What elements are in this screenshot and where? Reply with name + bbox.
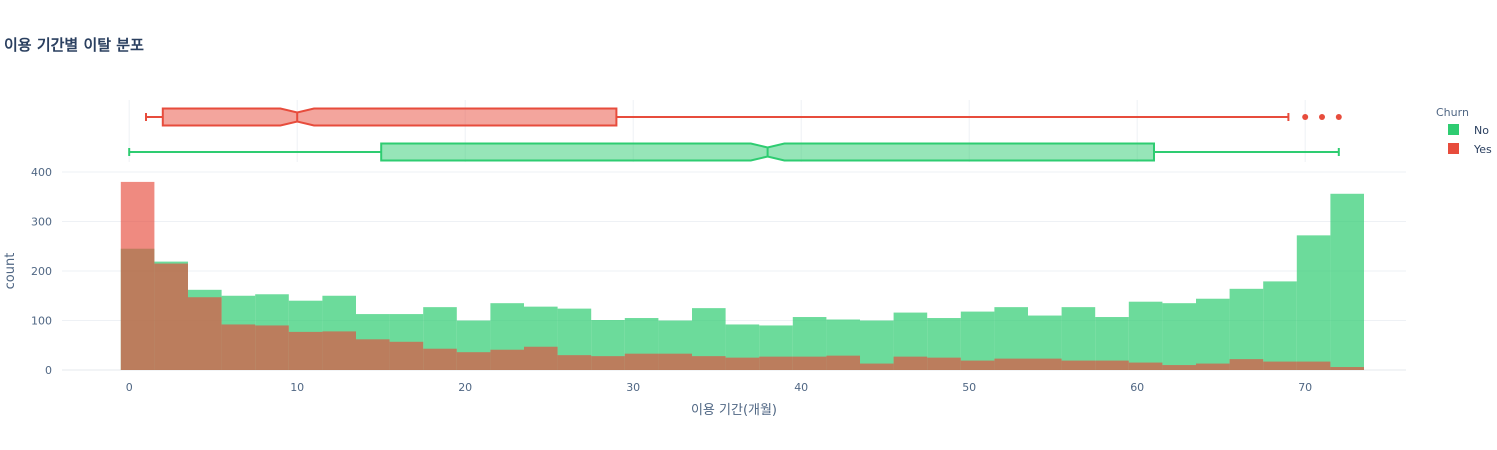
bar-yes[interactable] (893, 356, 928, 370)
y-tick-label: 200 (31, 265, 52, 278)
bar-yes[interactable] (221, 324, 256, 370)
bar-yes[interactable] (1061, 360, 1096, 370)
legend-swatch (1448, 143, 1459, 154)
y-tick-label: 100 (31, 315, 52, 328)
x-tick-label: 50 (962, 381, 976, 394)
bar-no[interactable] (1229, 288, 1264, 370)
bar-yes[interactable] (1263, 361, 1297, 370)
bar-no[interactable] (1061, 307, 1096, 370)
bar-yes[interactable] (120, 181, 155, 370)
legend-item-no[interactable]: No (1448, 124, 1489, 137)
bar-no[interactable] (1330, 193, 1364, 370)
bar-yes[interactable] (1330, 367, 1364, 370)
x-tick-label: 30 (626, 381, 640, 394)
bar-yes[interactable] (1196, 363, 1230, 370)
bar-yes[interactable] (154, 263, 188, 370)
box-plot-yes[interactable] (145, 107, 1342, 127)
bar-yes[interactable] (591, 356, 625, 370)
bar-yes[interactable] (322, 331, 356, 370)
bar-yes[interactable] (389, 341, 424, 370)
chart-title: 이용 기간별 이탈 분포 (4, 36, 144, 54)
legend-label: Yes (1473, 143, 1492, 156)
bar-yes[interactable] (725, 357, 760, 370)
x-axis-ticks: 0 10 20 30 40 50 60 70 (126, 381, 1312, 394)
y-axis-ticks: 0 100 200 300 400 (31, 166, 52, 377)
y-axis-title: count (3, 253, 18, 290)
x-tick-label: 40 (794, 381, 808, 394)
bar-yes[interactable] (994, 358, 1028, 370)
bar-no[interactable] (1196, 298, 1230, 370)
outlier-point[interactable] (1302, 114, 1309, 120)
bar-no[interactable] (960, 311, 995, 370)
bar-no[interactable] (1162, 303, 1196, 370)
bar-yes[interactable] (692, 356, 726, 370)
bar-yes[interactable] (1128, 362, 1163, 370)
bar-yes[interactable] (188, 297, 222, 370)
outlier-point[interactable] (1335, 114, 1342, 120)
bar-yes[interactable] (927, 357, 961, 370)
bar-yes[interactable] (792, 356, 827, 370)
bar-yes[interactable] (860, 363, 894, 370)
bar-yes[interactable] (658, 353, 692, 370)
legend[interactable]: Churn No Yes (1436, 106, 1492, 156)
bar-yes[interactable] (524, 346, 558, 370)
bar-no[interactable] (1128, 301, 1163, 370)
bar-yes[interactable] (557, 355, 592, 370)
bar-yes[interactable] (288, 331, 323, 370)
outlier-point[interactable] (1319, 114, 1325, 120)
histogram-bars (120, 181, 1364, 371)
bar-yes[interactable] (490, 349, 524, 370)
bar-no[interactable] (860, 320, 894, 371)
legend-swatch (1448, 124, 1459, 135)
box-plot-no[interactable] (128, 142, 1340, 162)
legend-label: No (1474, 124, 1489, 137)
x-tick-label: 10 (290, 381, 304, 394)
bar-yes[interactable] (759, 356, 793, 370)
y-tick-label: 300 (31, 216, 52, 229)
x-axis-title: 이용 기간(개월) (691, 403, 777, 418)
bar-yes[interactable] (1296, 361, 1331, 370)
bar-no[interactable] (1296, 235, 1331, 370)
y-tick-label: 400 (31, 166, 52, 179)
bar-yes[interactable] (624, 353, 659, 370)
x-tick-label: 60 (1130, 381, 1144, 394)
x-tick-label: 20 (458, 381, 472, 394)
bar-yes[interactable] (960, 360, 995, 370)
bar-yes[interactable] (456, 352, 491, 370)
bar-yes[interactable] (423, 348, 457, 370)
bar-yes[interactable] (1229, 359, 1264, 370)
bar-no[interactable] (1263, 281, 1297, 370)
y-tick-label: 0 (45, 364, 52, 377)
bar-yes[interactable] (356, 339, 390, 370)
box-iqr (161, 107, 618, 127)
box-plots (128, 107, 1342, 162)
bar-yes[interactable] (1162, 365, 1196, 370)
legend-item-yes[interactable]: Yes (1448, 143, 1492, 156)
bar-yes[interactable] (1095, 360, 1129, 370)
x-tick-label: 0 (126, 381, 133, 394)
bar-yes[interactable] (1028, 358, 1062, 370)
bar-yes[interactable] (826, 355, 860, 370)
legend-title: Churn (1436, 106, 1469, 119)
x-tick-label: 70 (1298, 381, 1312, 394)
bar-yes[interactable] (255, 325, 289, 370)
